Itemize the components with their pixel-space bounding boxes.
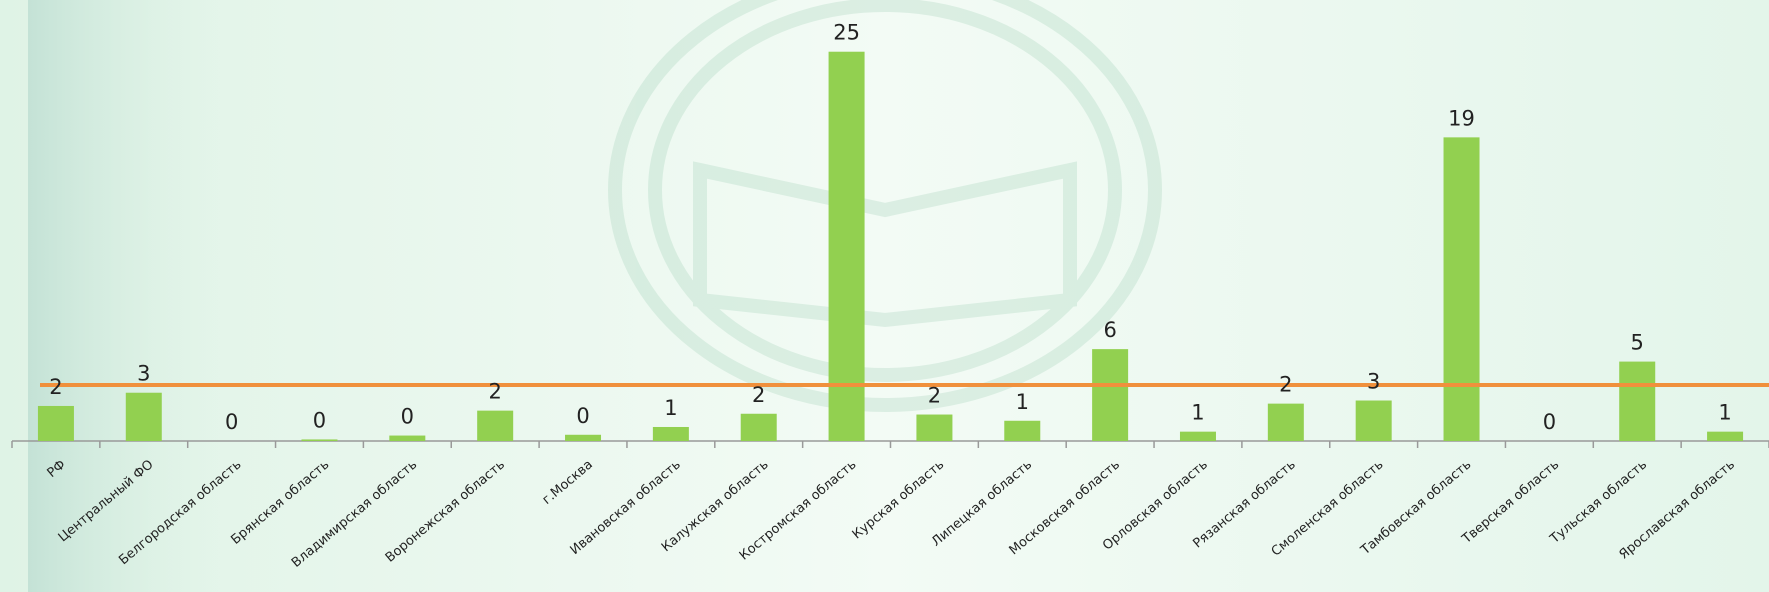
data-label: 1 [664, 396, 677, 420]
data-label: 1 [1718, 401, 1731, 425]
bar [1004, 420, 1041, 441]
watermark-emblem [608, 0, 1162, 412]
bar [828, 51, 865, 441]
bar [37, 405, 74, 441]
bar [125, 392, 162, 441]
data-label: 2 [49, 375, 62, 399]
bar [565, 434, 602, 441]
data-label: 0 [313, 408, 326, 432]
data-label: 0 [1543, 410, 1556, 434]
data-label: 1 [1016, 390, 1029, 414]
data-label: 0 [576, 404, 589, 428]
bar [389, 435, 426, 441]
data-label: 2 [928, 384, 941, 408]
bar [301, 439, 338, 441]
bar [1179, 431, 1216, 441]
bar [1267, 403, 1304, 441]
bar [652, 426, 689, 441]
background-stripe [28, 0, 228, 592]
data-label: 3 [137, 362, 150, 386]
bar [1707, 431, 1744, 441]
bar [916, 414, 953, 441]
bar [1443, 137, 1480, 441]
data-label: 1 [1191, 401, 1204, 425]
bar [477, 410, 514, 441]
data-label: 6 [1103, 318, 1116, 342]
bar [740, 413, 777, 441]
data-label: 5 [1631, 331, 1644, 355]
bar [1355, 400, 1392, 441]
data-label: 2 [488, 380, 501, 404]
bar [1619, 361, 1656, 441]
data-label: 0 [401, 405, 414, 429]
bar [1092, 349, 1129, 441]
data-label: 25 [833, 21, 860, 45]
data-label: 19 [1448, 106, 1475, 130]
data-label: 3 [1367, 370, 1380, 394]
data-label: 0 [225, 410, 238, 434]
data-label: 2 [1279, 373, 1292, 397]
data-label: 2 [752, 383, 765, 407]
